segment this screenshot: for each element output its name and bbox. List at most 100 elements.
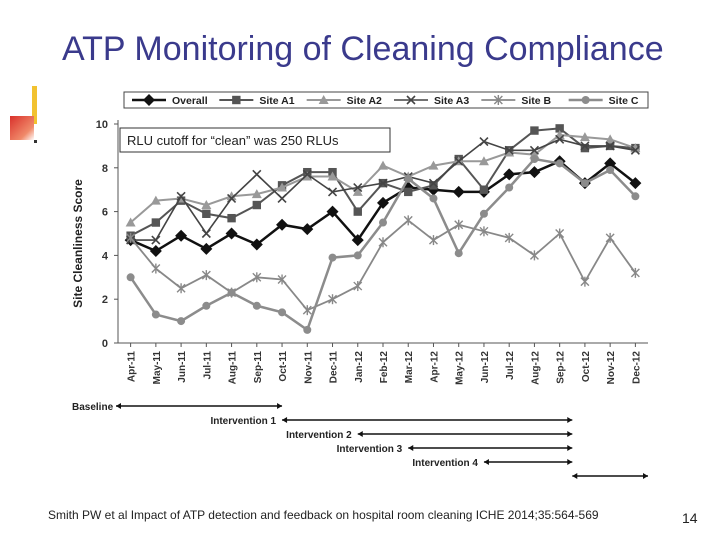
data-point bbox=[202, 209, 211, 218]
x-tick-label: Dec-11 bbox=[329, 351, 340, 384]
data-point bbox=[302, 169, 312, 179]
data-point bbox=[530, 155, 539, 164]
annotation-text: RLU cutoff for “clean” was 250 RLUs bbox=[127, 133, 339, 148]
data-point bbox=[529, 250, 539, 261]
timeline-arrowhead bbox=[408, 445, 414, 451]
legend-label: Site A3 bbox=[434, 95, 469, 107]
data-point bbox=[428, 235, 438, 246]
timeline-phase: Intervention 4 bbox=[412, 458, 573, 469]
timeline-phase: Baseline bbox=[72, 402, 283, 413]
data-point bbox=[377, 196, 389, 209]
data-point bbox=[176, 283, 186, 294]
legend-entry: Site C bbox=[568, 95, 639, 107]
series-site-a3 bbox=[126, 134, 640, 245]
intervention-timeline: Baseline Intervention 1 Intervention 2 Inte… bbox=[72, 402, 648, 479]
data-point bbox=[151, 235, 161, 245]
data-point bbox=[629, 177, 642, 190]
data-point bbox=[176, 191, 186, 201]
legend-label: Site A1 bbox=[259, 95, 294, 107]
timeline-label: Intervention 2 bbox=[286, 430, 352, 441]
data-point bbox=[454, 249, 463, 258]
data-point bbox=[326, 205, 339, 218]
data-point bbox=[150, 195, 161, 205]
timeline-arrowhead bbox=[643, 473, 648, 479]
data-point bbox=[278, 308, 287, 317]
data-point bbox=[227, 288, 236, 297]
data-point bbox=[580, 276, 590, 287]
data-point bbox=[604, 157, 617, 170]
data-point bbox=[479, 185, 489, 194]
y-tick-label: 0 bbox=[102, 338, 108, 350]
data-point bbox=[429, 181, 438, 190]
data-point bbox=[252, 301, 261, 310]
data-point bbox=[378, 237, 388, 248]
data-point bbox=[175, 229, 188, 242]
timeline-arrowhead bbox=[357, 431, 363, 437]
data-point bbox=[479, 226, 489, 237]
data-point bbox=[631, 192, 640, 201]
timeline-arrowhead bbox=[282, 417, 288, 423]
legend-marker bbox=[143, 94, 155, 106]
data-point bbox=[277, 274, 287, 285]
decorative-yellow-bar bbox=[32, 86, 37, 124]
data-point bbox=[454, 156, 464, 166]
data-point bbox=[429, 194, 438, 203]
y-tick-label: 8 bbox=[102, 163, 108, 175]
data-point bbox=[200, 242, 213, 255]
data-point bbox=[303, 325, 312, 334]
data-point bbox=[428, 178, 439, 188]
decorative-dot bbox=[34, 140, 37, 143]
x-tick-label: Oct-11 bbox=[278, 351, 289, 382]
data-point bbox=[555, 124, 564, 133]
data-point bbox=[579, 132, 590, 142]
legend-entry: Site A2 bbox=[306, 95, 382, 107]
timeline-label: Intervention 1 bbox=[210, 416, 276, 427]
data-point bbox=[327, 171, 338, 181]
timeline-phase bbox=[572, 473, 648, 479]
chart-annotation: RLU cutoff for “clean” was 250 RLUs bbox=[119, 127, 391, 153]
x-tick-label: May-12 bbox=[455, 351, 466, 385]
data-point bbox=[403, 215, 413, 226]
data-point bbox=[301, 223, 314, 236]
y-tick-label: 6 bbox=[102, 207, 108, 219]
chart-axes: 0 2 4 6 8 10 Apr-11 May-11 Jun-11 Jul-11 Aug-11 Sep… bbox=[71, 119, 648, 385]
data-point bbox=[530, 126, 539, 135]
data-point bbox=[276, 218, 289, 231]
data-point bbox=[353, 207, 362, 216]
data-point bbox=[353, 251, 362, 260]
annotation-box bbox=[119, 127, 391, 153]
x-tick-label: Aug-12 bbox=[530, 351, 541, 385]
chart-series bbox=[124, 124, 642, 334]
data-point bbox=[504, 145, 514, 155]
data-point bbox=[151, 218, 161, 227]
legend-entry: Overall bbox=[132, 94, 208, 107]
timeline-label: Intervention 3 bbox=[337, 444, 403, 455]
data-point bbox=[353, 182, 363, 193]
data-point bbox=[352, 186, 363, 196]
data-point bbox=[227, 213, 236, 223]
legend-marker bbox=[581, 96, 590, 104]
data-point bbox=[251, 189, 262, 199]
data-point bbox=[277, 193, 287, 204]
data-point bbox=[503, 168, 516, 181]
data-point bbox=[201, 270, 211, 281]
data-point bbox=[252, 169, 262, 179]
x-tick-label: Sep-11 bbox=[253, 351, 264, 384]
data-point bbox=[504, 147, 515, 157]
data-point bbox=[555, 134, 565, 144]
page-number: 14 bbox=[682, 510, 698, 526]
timeline-phase: Intervention 1 bbox=[210, 416, 573, 427]
data-point bbox=[125, 217, 136, 227]
data-point bbox=[479, 209, 488, 218]
legend-entry: Site A1 bbox=[219, 95, 295, 107]
x-tick-label: Aug-11 bbox=[228, 351, 239, 385]
y-axis-label: Site Cleanliness Score bbox=[71, 179, 85, 308]
data-point bbox=[277, 182, 288, 192]
x-tick-label: Feb-12 bbox=[379, 351, 390, 384]
legend-label: Site C bbox=[609, 95, 639, 107]
data-point bbox=[327, 187, 338, 197]
data-point bbox=[428, 160, 439, 170]
data-point bbox=[404, 174, 413, 183]
data-point bbox=[529, 145, 539, 155]
